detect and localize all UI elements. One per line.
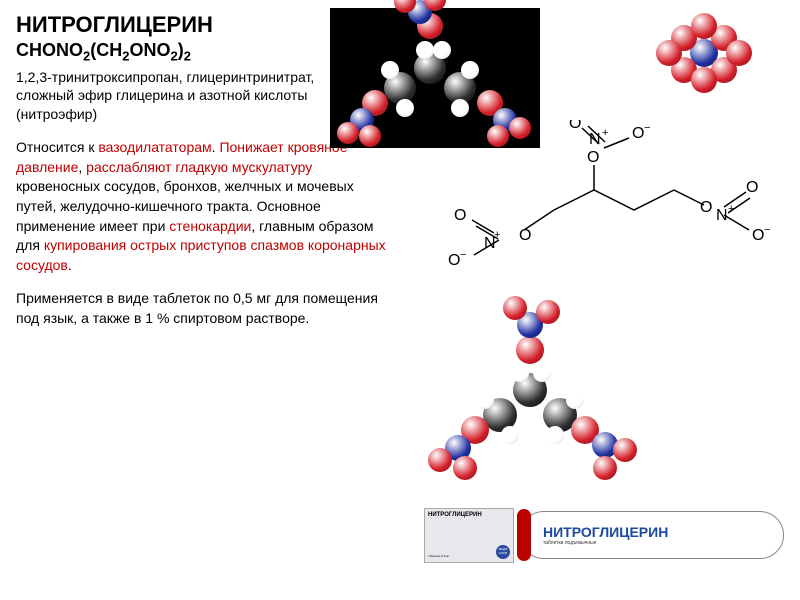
svg-text:O: O	[448, 252, 460, 269]
packaging-box: НИТРОГЛИЦЕРИН таблетки 0,5 мг МЕДИ СОРБ	[424, 508, 514, 563]
paragraph-pharmacology: Относится к вазодилататорам. Понижает кр…	[16, 138, 396, 275]
svg-text:−: −	[764, 224, 770, 236]
svg-text:N: N	[716, 207, 728, 224]
svg-text:O: O	[454, 207, 466, 224]
svg-text:+: +	[728, 203, 734, 215]
tube-label: НИТРОГЛИЦЕРИН	[543, 524, 668, 540]
molecule-3d-cluster	[624, 8, 784, 108]
molecule-3d-light	[420, 290, 650, 480]
svg-text:+: +	[602, 127, 608, 139]
packaging-image: НИТРОГЛИЦЕРИН таблетки 0,5 мг МЕДИ СОРБ …	[424, 505, 784, 565]
svg-text:O: O	[519, 227, 531, 244]
skeletal-formula: O N+ O− O O N+ O O− O N+ O− O	[424, 120, 784, 290]
svg-text:O: O	[746, 179, 758, 196]
svg-text:O: O	[752, 227, 764, 244]
svg-text:+: +	[494, 229, 500, 241]
svg-text:−: −	[460, 249, 466, 261]
packaging-box-label: НИТРОГЛИЦЕРИН	[428, 512, 510, 519]
svg-text:N: N	[589, 131, 601, 148]
tablet-tube: НИТРОГЛИЦЕРИН таблетки подъязычные	[520, 511, 784, 559]
svg-text:O: O	[700, 199, 712, 216]
svg-text:−: −	[644, 122, 650, 134]
svg-text:O: O	[632, 125, 644, 142]
tube-sublabel: таблетки подъязычные	[543, 540, 668, 546]
brand-logo-icon: МЕДИ СОРБ	[496, 545, 510, 559]
paragraph-usage: Применяется в виде таблеток по 0,5 мг дл…	[16, 289, 396, 328]
compound-subtitle: 1,2,3-тринитроксипропан, глицеринтринитр…	[16, 68, 316, 125]
svg-text:O: O	[569, 120, 581, 132]
svg-text:O: O	[587, 149, 599, 166]
